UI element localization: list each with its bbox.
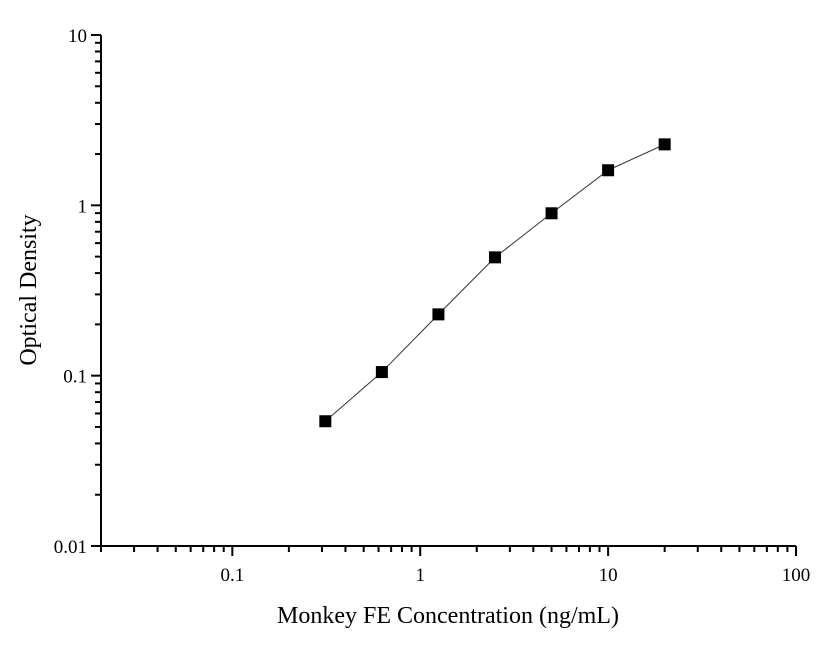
data-point	[488, 251, 501, 264]
ticks: 0.1 1 10 100 0.01 0.1 1 10	[54, 26, 811, 586]
data-point	[658, 138, 671, 151]
y-tick-label: 1	[78, 196, 88, 217]
axes	[100, 35, 796, 547]
x-tick-label: 1	[415, 565, 425, 586]
data-point	[602, 164, 615, 177]
data-point	[319, 415, 332, 428]
y-tick-label: 10	[68, 26, 87, 47]
x-tick-label: 100	[782, 565, 811, 586]
x-tick-label: 10	[599, 565, 618, 586]
y-axis-label: Optical Density	[16, 214, 42, 365]
x-tick-label: 0.1	[220, 565, 244, 586]
x-axis-label: Monkey FE Concentration (ng/mL)	[277, 603, 619, 629]
data-point	[545, 207, 558, 220]
series-line	[324, 143, 665, 422]
series	[319, 138, 671, 428]
data-point	[375, 366, 388, 379]
y-tick-label: 0.1	[63, 367, 87, 388]
y-tick-label: 0.01	[54, 537, 87, 558]
data-point	[432, 308, 445, 321]
